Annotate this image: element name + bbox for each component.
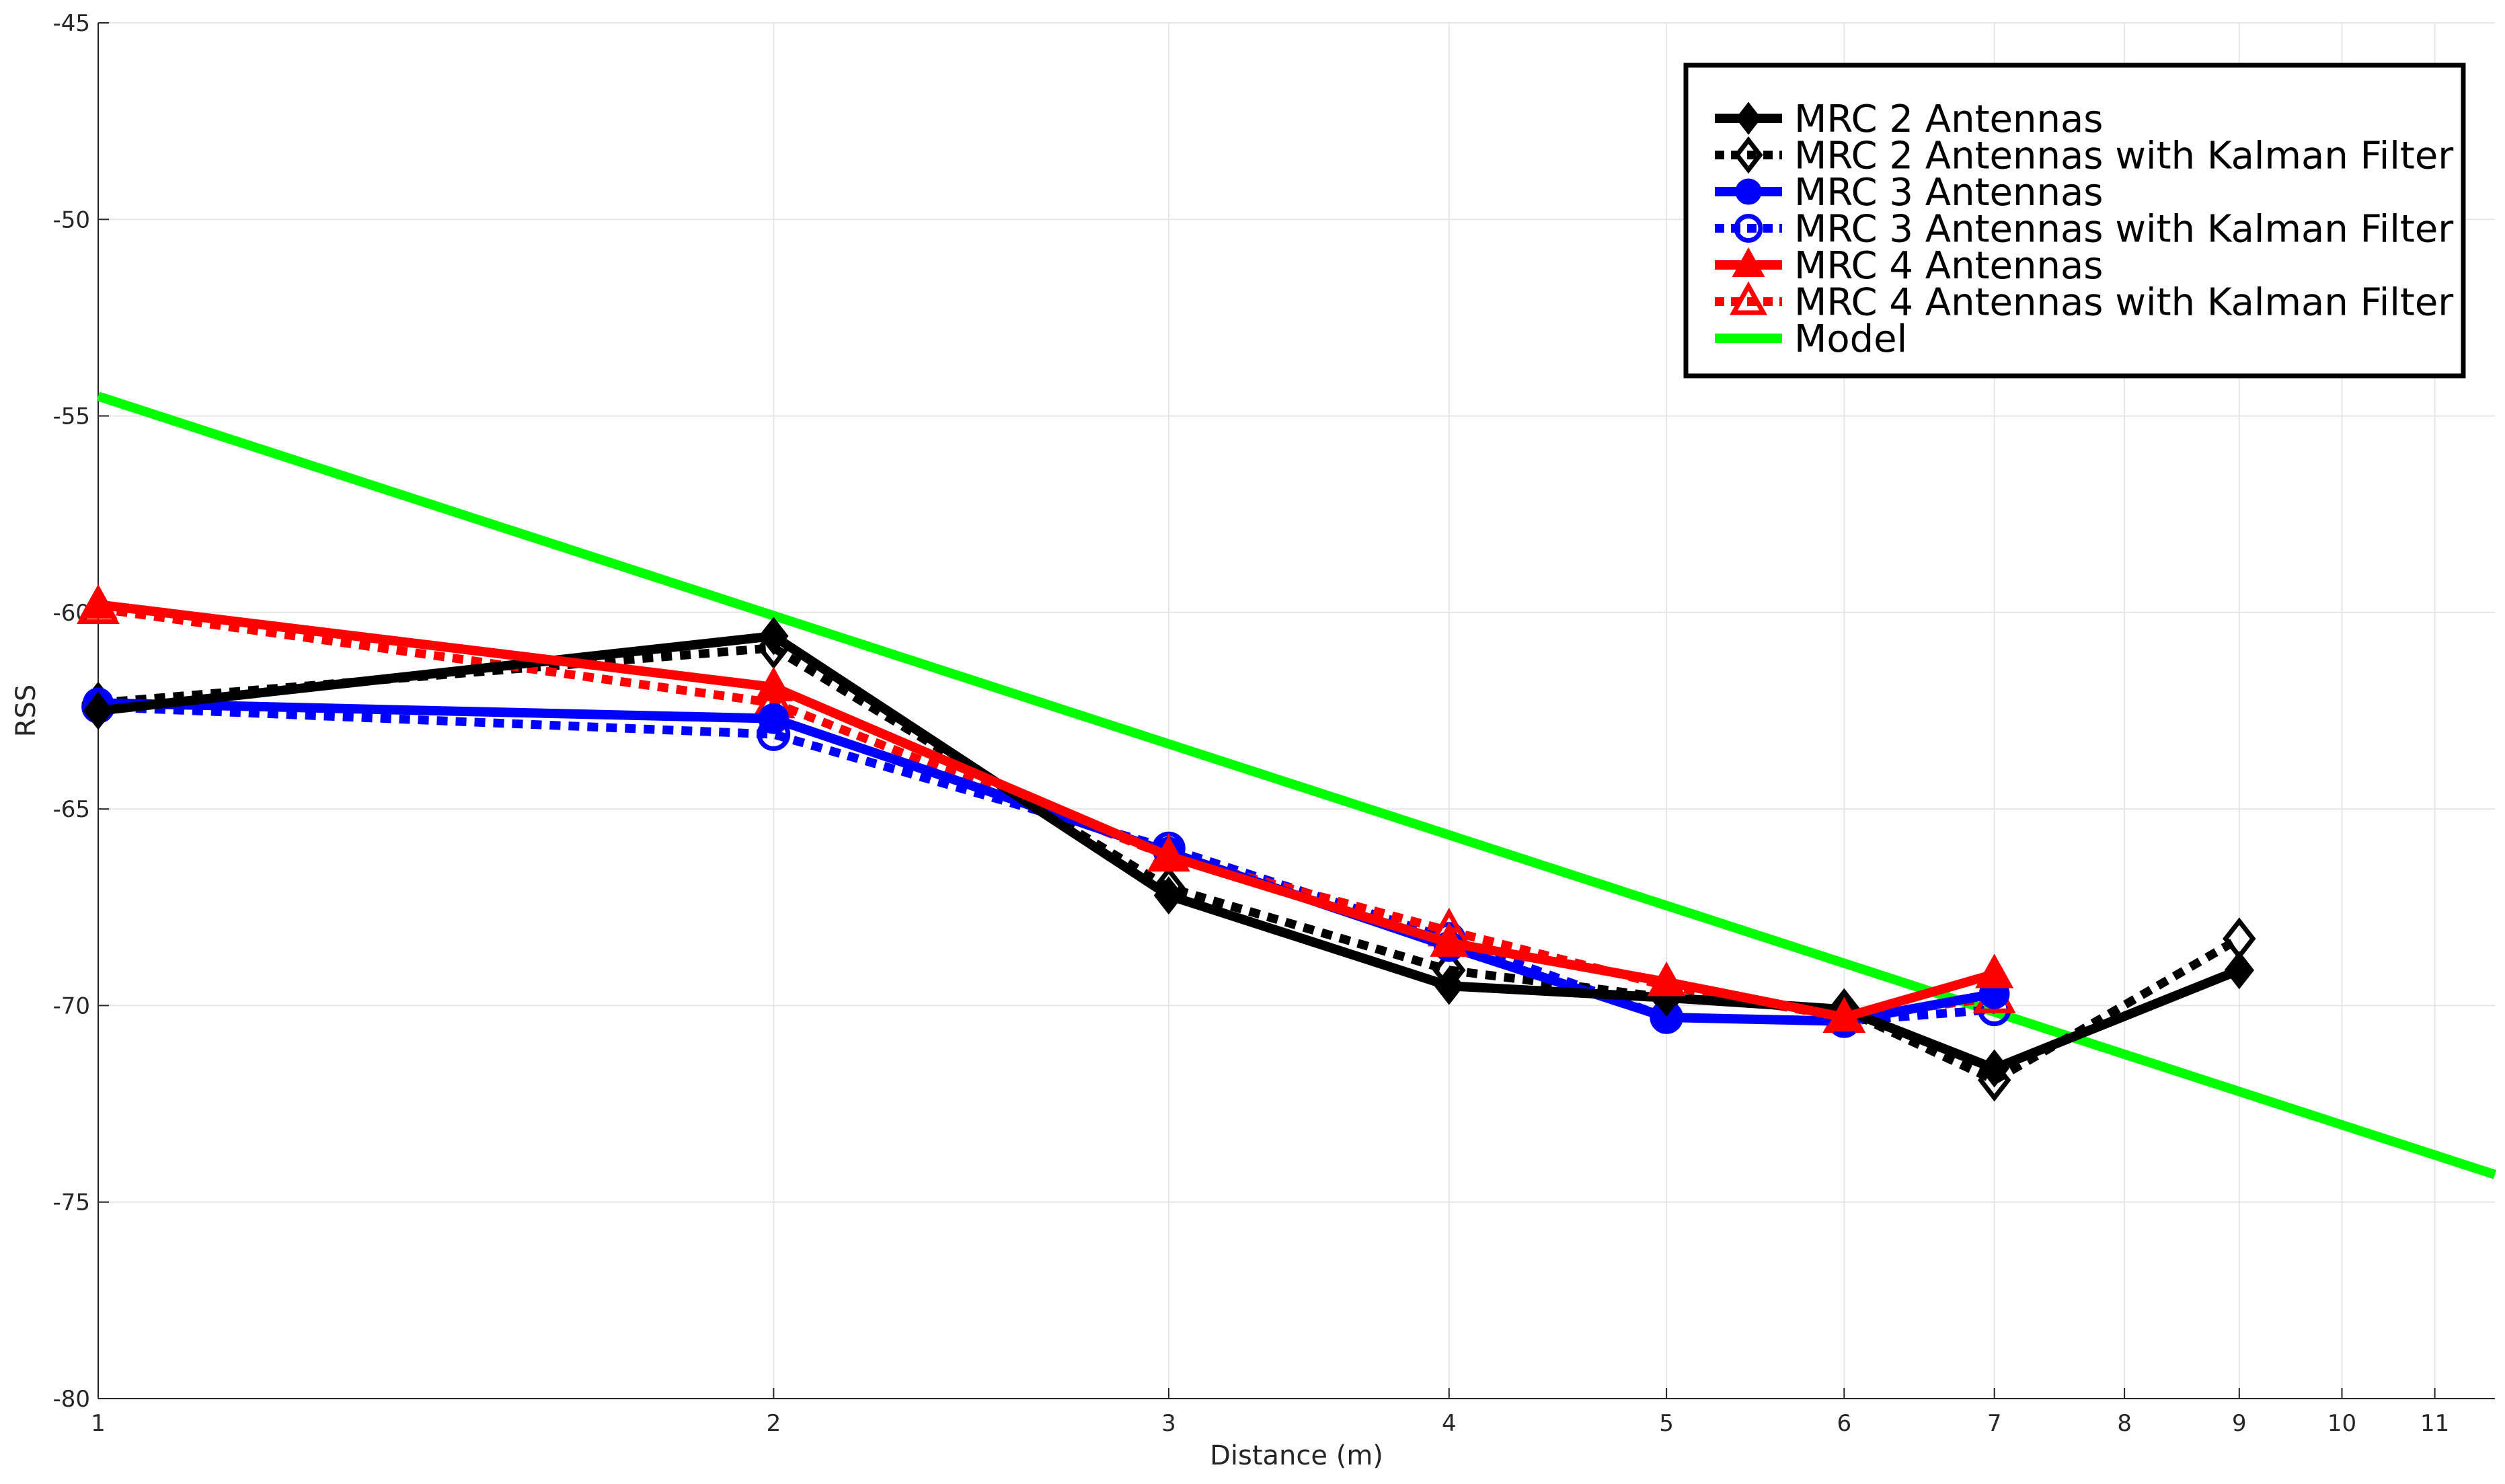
legend-item: Model: [1715, 317, 1907, 361]
legend-item: MRC 3 Antennas: [1715, 171, 2103, 214]
legend-item: MRC 4 Antennas with Kalman Filter: [1715, 281, 2454, 325]
data-point: [758, 703, 789, 734]
legend-marker: [1735, 102, 1762, 135]
y-tick-label: -50: [52, 206, 90, 233]
y-tick-label: -55: [52, 403, 90, 430]
data-point: [1979, 1049, 2009, 1088]
y-tick-label: -75: [52, 1189, 90, 1216]
x-tick-label: 10: [2327, 1410, 2356, 1437]
series-layer: [77, 391, 2497, 1179]
data-point: [759, 617, 789, 656]
data-point: [1153, 876, 1184, 915]
series-4: [79, 584, 2014, 1031]
legend-marker: [1734, 213, 1763, 243]
data-point: [1430, 922, 1469, 957]
x-tick-label: 9: [2232, 1410, 2247, 1437]
legend-label: MRC 4 Antennas: [1794, 244, 2103, 288]
legend-marker: [1732, 247, 1765, 277]
series-line: [98, 643, 2242, 1085]
data-point: [1647, 961, 1686, 997]
axes: 1 2 3 4 5 6 7 8 9 10 11-80-75-70-65-60-55-50-45: [52, 10, 2495, 1437]
legend-label: Model: [1794, 317, 1907, 361]
y-tick-label: -45: [52, 10, 90, 37]
legend-label: MRC 3 Antennas with Kalman Filter: [1794, 208, 2454, 251]
series-line: [96, 391, 2497, 1179]
x-tick-label: 1: [91, 1410, 106, 1437]
data-point: [2224, 951, 2255, 990]
series-6: [96, 391, 2497, 1179]
legend-item: MRC 2 Antennas: [1715, 97, 2103, 141]
x-tick-label: 3: [1161, 1410, 1176, 1437]
legend-label: MRC 4 Antennas with Kalman Filter: [1794, 281, 2454, 325]
y-tick-label: -80: [52, 1386, 90, 1413]
legend-label: MRC 3 Antennas: [1794, 171, 2103, 214]
x-axis-label: Distance (m): [1210, 1440, 1383, 1471]
legend-item: MRC 2 Antennas with Kalman Filter: [1715, 134, 2454, 178]
y-tick-label: -70: [52, 992, 90, 1019]
data-point: [1434, 966, 1464, 1005]
x-tick-label: 8: [2117, 1410, 2132, 1437]
legend-item: MRC 4 Antennas: [1715, 244, 2103, 288]
data-point: [79, 584, 118, 619]
legend-label: MRC 2 Antennas with Kalman Filter: [1794, 134, 2454, 178]
data-point: [1824, 997, 1863, 1031]
x-tick-label: 6: [1837, 1410, 1851, 1437]
x-tick-label: 2: [767, 1410, 781, 1437]
data-point: [83, 691, 114, 730]
series-line: [98, 631, 2241, 1074]
x-tick-label: 4: [1442, 1410, 1457, 1437]
y-tick-label: -65: [52, 796, 90, 823]
y-axis-label: RSS: [11, 685, 42, 738]
legend-box: [1683, 63, 2466, 379]
legend-label: MRC 2 Antennas: [1794, 97, 2103, 141]
legend-marker: [1734, 136, 1763, 174]
legend-item: MRC 3 Antennas with Kalman Filter: [1715, 208, 2454, 251]
legend-marker: [1735, 178, 1762, 205]
x-tick-label: 11: [2420, 1410, 2449, 1437]
data-point: [754, 666, 793, 701]
x-tick-label: 7: [1987, 1410, 2002, 1437]
legend-marker: [1730, 281, 1767, 315]
x-tick-label: 5: [1659, 1410, 1674, 1437]
data-point: [1975, 953, 2014, 988]
data-point: [1149, 835, 1188, 871]
